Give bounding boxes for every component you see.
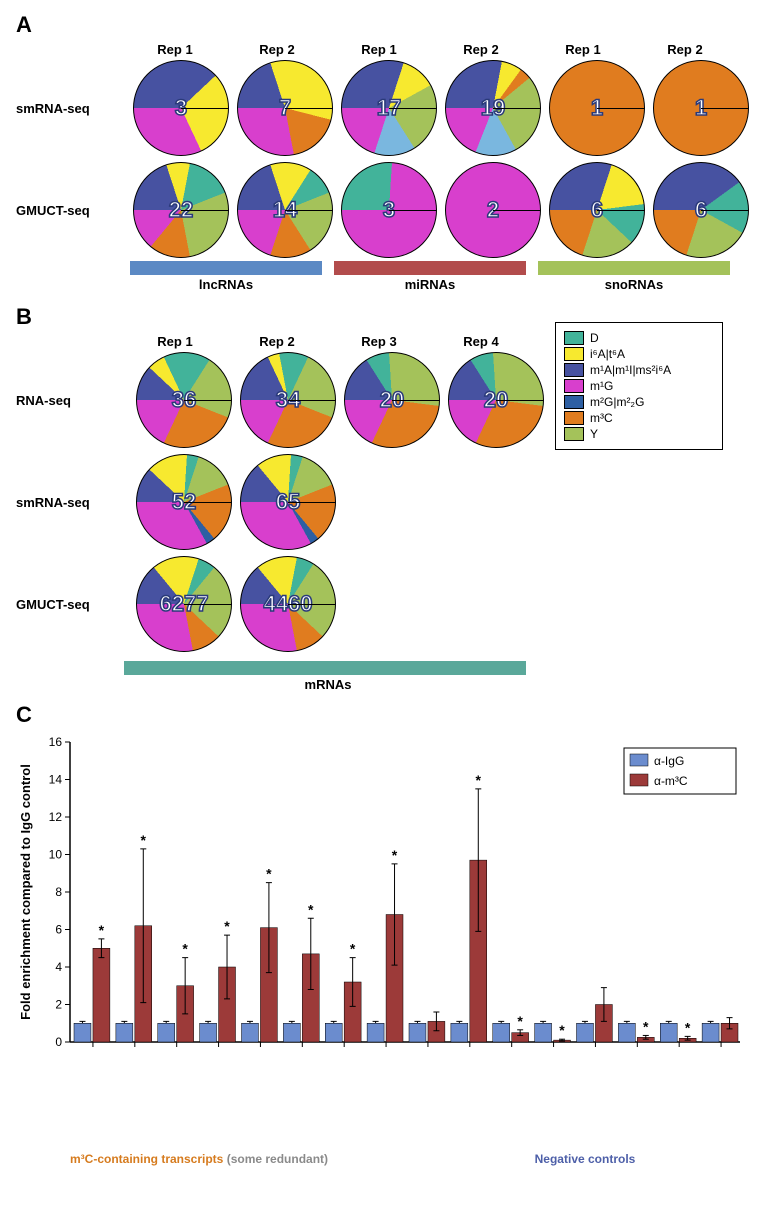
svg-text:14: 14: [49, 773, 63, 787]
panel-a-rowlabel-1: smRNA-seq: [16, 101, 121, 116]
pie-chart: 6: [653, 162, 749, 258]
legend-item: m³C: [564, 411, 714, 425]
svg-text:6: 6: [55, 923, 62, 937]
pie-chart: 65: [240, 454, 336, 550]
legend-item: D: [564, 331, 714, 345]
svg-text:*: *: [350, 941, 356, 957]
panel-b-rowlabel-3: GMUCT-seq: [16, 597, 124, 612]
pie-chart: 3: [133, 60, 229, 156]
svg-text:*: *: [685, 1019, 691, 1035]
rep-label: Rep 1: [532, 42, 634, 57]
rep-label: Rep 1: [124, 42, 226, 57]
svg-text:4: 4: [55, 960, 62, 974]
legend-item: m¹A|m¹I|ms²i⁶A: [564, 363, 714, 377]
panel-a-categories: lncRNAsmiRNAssnoRNAs: [124, 261, 753, 292]
svg-text:*: *: [559, 1022, 565, 1038]
panel-b-rowlabel-1: RNA-seq: [16, 393, 124, 408]
svg-text:10: 10: [49, 848, 63, 862]
rep-label: Rep 3: [328, 334, 430, 349]
svg-text:*: *: [476, 772, 482, 788]
category-bar: [538, 261, 730, 275]
group-label: (some redundant): [223, 1152, 328, 1166]
pie-chart: 3: [341, 162, 437, 258]
legend-swatch: [564, 363, 584, 377]
pie-chart: 17: [341, 60, 437, 156]
legend-label: Y: [590, 427, 598, 441]
legend-item: Y: [564, 427, 714, 441]
legend-item: m¹G: [564, 379, 714, 393]
category-label: snoRNAs: [532, 277, 736, 292]
svg-text:*: *: [99, 922, 105, 938]
pie-chart: 6277: [136, 556, 232, 652]
legend-label: m¹G: [590, 379, 613, 393]
legend-swatch: [564, 427, 584, 441]
panel-a-rep-header: Rep 1Rep 2Rep 1Rep 2Rep 1Rep 2: [124, 42, 753, 57]
svg-text:8: 8: [55, 885, 62, 899]
panel-b-rowlabel-2: smRNA-seq: [16, 495, 124, 510]
svg-text:*: *: [224, 918, 230, 934]
rep-label: Rep 4: [430, 334, 532, 349]
svg-text:*: *: [392, 847, 398, 863]
svg-text:*: *: [266, 866, 272, 882]
svg-text:*: *: [517, 1013, 523, 1029]
category-bar: [130, 261, 322, 275]
modification-legend: Di⁶A|t⁶A m¹A|m¹I|ms²i⁶A m¹G m²G|m²₂G m³C Y: [555, 322, 723, 450]
svg-text:α-m³C: α-m³C: [654, 774, 688, 788]
category-label: lncRNAs: [124, 277, 328, 292]
panel-c-chart: 0 2 4 6 8 10 12 14 16 Fold enrichment compared to…: [16, 732, 753, 1138]
rep-label: Rep 2: [430, 42, 532, 57]
category-bar: [334, 261, 526, 275]
category-label: miRNAs: [328, 277, 532, 292]
pie-chart: 2: [445, 162, 541, 258]
pie-chart: 52: [136, 454, 232, 550]
legend-item: m²G|m²₂G: [564, 395, 714, 409]
svg-text:*: *: [308, 901, 314, 917]
legend-swatch: [564, 411, 584, 425]
rep-label: Rep 2: [226, 334, 328, 349]
legend-label: m³C: [590, 411, 613, 425]
group-label: m³C-containing transcripts: [70, 1152, 223, 1166]
svg-text:16: 16: [49, 735, 63, 749]
svg-text:0: 0: [55, 1035, 62, 1049]
pie-chart: 7: [237, 60, 333, 156]
pie-chart: 4460: [240, 556, 336, 652]
panel-b-category-bar: [124, 661, 526, 675]
svg-text:*: *: [182, 941, 188, 957]
pie-chart: 20: [448, 352, 544, 448]
svg-text:*: *: [141, 832, 147, 848]
panel-a-rowlabel-2: GMUCT-seq: [16, 203, 121, 218]
pie-chart: 36: [136, 352, 232, 448]
legend-item: i⁶A|t⁶A: [564, 347, 714, 361]
svg-text:2: 2: [55, 998, 62, 1012]
rep-label: Rep 1: [328, 42, 430, 57]
svg-text:Fold enrichment compared to Ig: Fold enrichment compared to IgG control: [18, 764, 33, 1020]
panel-c-label: C: [16, 702, 753, 728]
pie-chart: 1: [549, 60, 645, 156]
pie-chart: 34: [240, 352, 336, 448]
panel-a-label: A: [16, 12, 753, 38]
pie-chart: 22: [133, 162, 229, 258]
panel-c-group-labels: m³C-containing transcripts (some redunda…: [70, 1152, 753, 1166]
pie-chart: 14: [237, 162, 333, 258]
rep-label: Rep 1: [124, 334, 226, 349]
legend-label: m¹A|m¹I|ms²i⁶A: [590, 363, 671, 377]
pie-chart: 6: [549, 162, 645, 258]
legend-swatch: [564, 347, 584, 361]
legend-label: i⁶A|t⁶A: [590, 347, 625, 361]
pie-chart: 1: [653, 60, 749, 156]
legend-swatch: [564, 395, 584, 409]
pie-chart: 19: [445, 60, 541, 156]
legend-label: m²G|m²₂G: [590, 395, 644, 409]
legend-swatch: [564, 379, 584, 393]
pie-chart: 20: [344, 352, 440, 448]
svg-text:12: 12: [49, 810, 63, 824]
svg-text:*: *: [643, 1018, 649, 1034]
svg-text:α-IgG: α-IgG: [654, 754, 684, 768]
rep-label: Rep 2: [634, 42, 736, 57]
legend-swatch: [564, 331, 584, 345]
panel-b-category-label: mRNAs: [124, 677, 532, 692]
group-label: Negative controls: [460, 1152, 710, 1166]
legend-label: D: [590, 331, 599, 345]
rep-label: Rep 2: [226, 42, 328, 57]
